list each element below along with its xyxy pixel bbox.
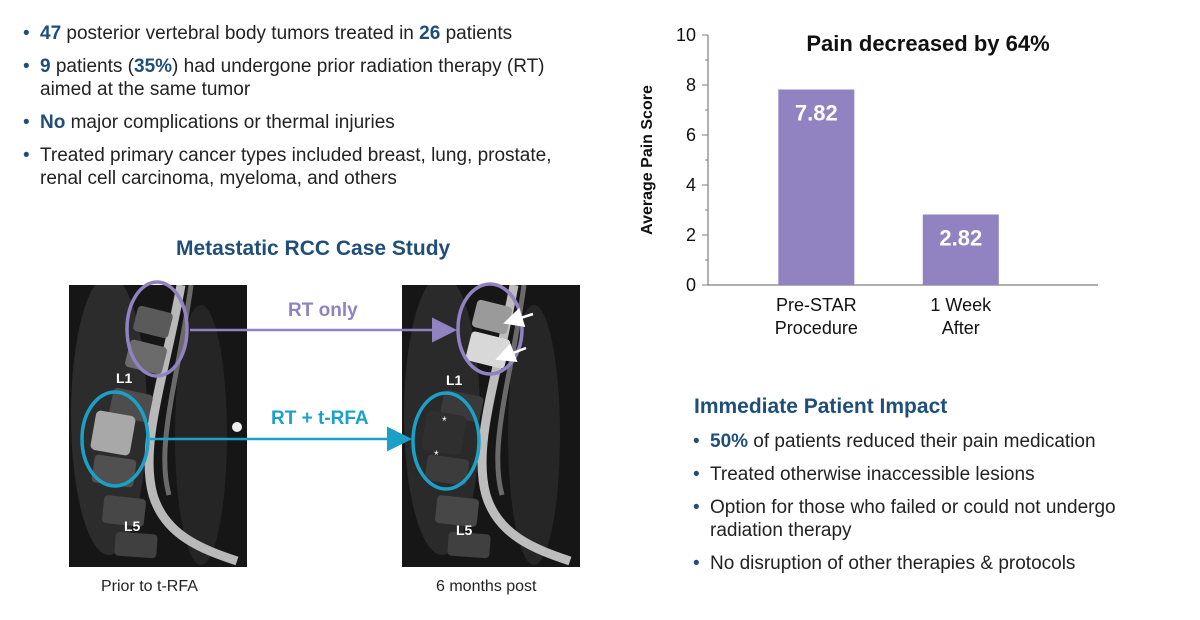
highlight-value: 35%	[134, 56, 173, 77]
l5-label-left: L5	[124, 518, 141, 534]
highlight-value: No	[40, 112, 66, 133]
impact-list: 50% of patients reduced their pain medic…	[692, 430, 1182, 585]
scan-caption-post: 6 months post	[436, 578, 537, 595]
tumor-circle-rt-rfa-left	[80, 390, 150, 488]
bullet-text: patients	[440, 23, 513, 44]
bullet-text: of patients reduced their pain medicatio…	[748, 431, 1096, 452]
y-tick-label: 8	[686, 75, 696, 95]
bullet-text: Treated primary cancer types included br…	[40, 145, 552, 189]
y-axis-label: Average Pain Score	[639, 85, 656, 235]
l1-label-left: L1	[116, 370, 133, 386]
svg-text:*: *	[434, 448, 439, 462]
bullet-text: patients (	[50, 56, 135, 77]
bullet-text: major complications or thermal injuries	[65, 112, 395, 133]
x-category-label: Procedure	[775, 318, 858, 338]
tumor-circle-rt-rfa-right	[411, 391, 481, 491]
bullet-text: ) had undergone prior radiation therapy …	[40, 56, 545, 100]
bar-data-label: 7.82	[795, 101, 838, 126]
y-tick-label: 2	[686, 225, 696, 245]
scan-caption-prior: Prior to t-RFA	[101, 578, 198, 595]
bullet-text: No disruption of other therapies & proto…	[710, 553, 1076, 574]
chart-title: Pain decreased by 64%	[806, 31, 1049, 56]
highlight-value: 50%	[710, 431, 749, 452]
highlight-value: 47	[40, 23, 62, 44]
impact-bullet-4: No disruption of other therapies & proto…	[692, 552, 1182, 575]
mri-scan-prior	[69, 285, 247, 567]
highlight-value: 9	[40, 56, 51, 77]
bar-data-label: 2.82	[939, 226, 982, 251]
bullet-text: posterior vertebral body tumors treated …	[61, 23, 420, 44]
rt-rfa-label: RT + t-RFA	[271, 408, 369, 429]
impact-bullet-1: 50% of patients reduced their pain medic…	[692, 430, 1182, 453]
summary-bullet-4: Treated primary cancer types included br…	[22, 144, 592, 190]
pain-score-chart: 0 2 4 6 8 10 7.82 Pre-STAR Procedure 2.82 1 Week A…	[639, 25, 1098, 338]
l1-label-right: L1	[446, 372, 463, 388]
ablation-arrow-lower	[495, 343, 527, 362]
bar	[922, 214, 999, 285]
summary-bullet-2: 9 patients (35%) had undergone prior rad…	[22, 55, 592, 101]
case-study-title: Metastatic RCC Case Study	[176, 237, 451, 260]
impact-title: Immediate Patient Impact	[694, 395, 948, 418]
summary-bullet-1: 47 posterior vertebral body tumors treat…	[22, 22, 592, 45]
rt-only-label: RT only	[288, 300, 358, 321]
impact-bullet-3: Option for those who failed or could not…	[692, 496, 1182, 542]
ablation-arrow-upper	[503, 307, 534, 327]
highlight-value: 26	[419, 23, 441, 44]
l5-label-right: L5	[456, 522, 473, 538]
x-category-label: After	[942, 318, 980, 338]
y-tick-label: 10	[676, 25, 696, 45]
study-summary-list: 47 posterior vertebral body tumors treat…	[22, 22, 592, 200]
svg-text:*: *	[442, 414, 447, 428]
y-tick-label: 6	[686, 125, 696, 145]
y-tick-label: 4	[686, 175, 696, 195]
bar	[778, 89, 855, 285]
summary-bullet-3: No major complications or thermal injuri…	[22, 111, 592, 134]
x-category-label: 1 Week	[930, 295, 992, 315]
tumor-circle-rt-only-left	[125, 280, 189, 378]
bullet-text: Treated otherwise inaccessible lesions	[710, 464, 1035, 485]
mri-scan-post: * *	[402, 285, 580, 567]
impact-bullet-2: Treated otherwise inaccessible lesions	[692, 463, 1182, 486]
bullet-text: Option for those who failed or could not…	[710, 497, 1116, 541]
tumor-circle-rt-only-right	[456, 282, 524, 376]
y-tick-label: 0	[686, 275, 696, 295]
x-category-label: Pre-STAR	[776, 295, 857, 315]
